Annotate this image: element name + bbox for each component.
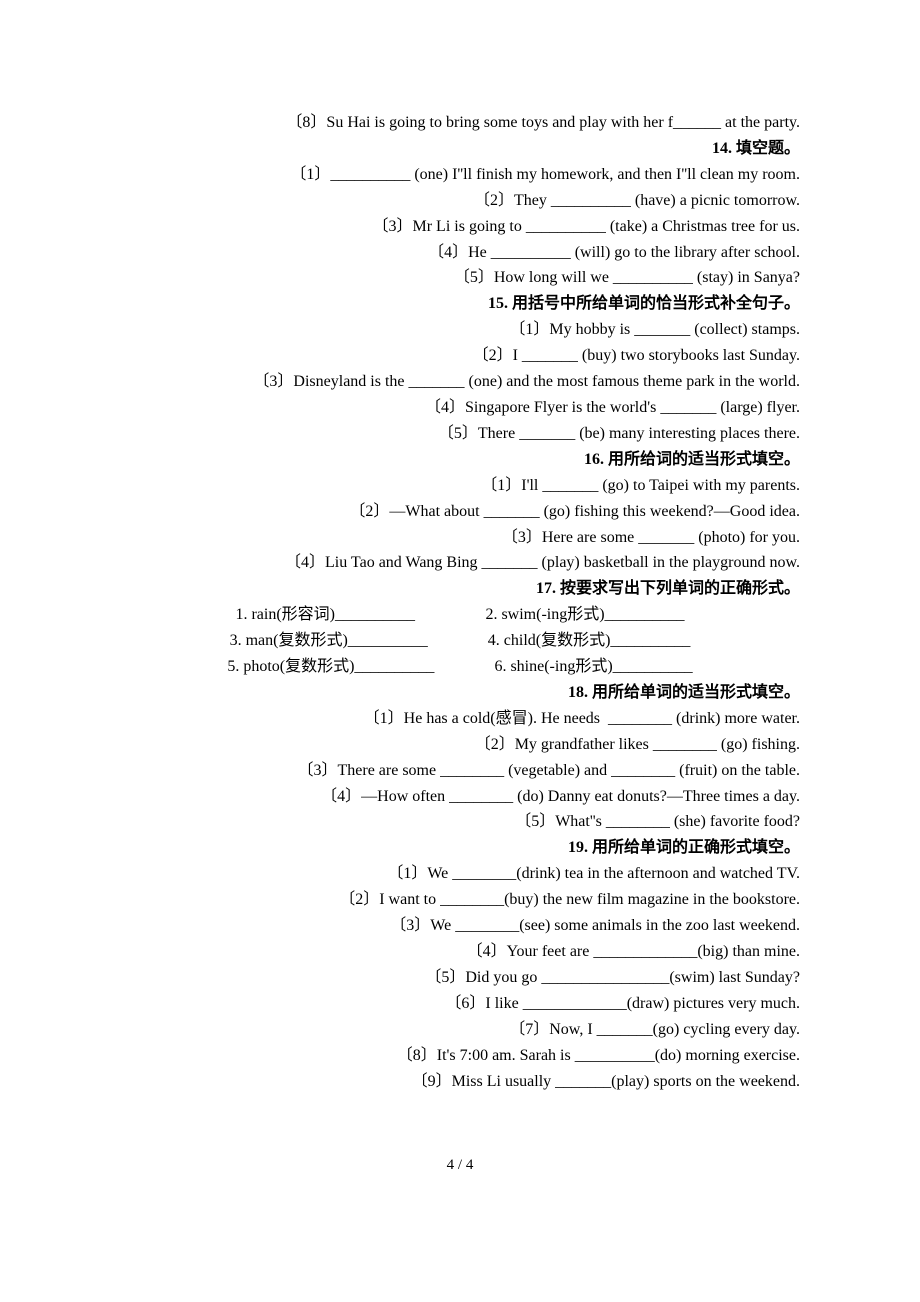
section-heading: 16. 用所给词的适当形式填空。 — [120, 447, 800, 473]
text-line: 〔2〕I _______ (buy) two storybooks last S… — [120, 343, 800, 369]
text-line: 〔4〕Liu Tao and Wang Bing _______ (play) … — [120, 550, 800, 576]
text-line: 〔4〕—How often ________ (do) Danny eat do… — [120, 784, 800, 810]
word-form-left: 1. rain(形容词)__________ — [235, 602, 425, 628]
text-line: 〔8〕It's 7:00 am. Sarah is __________(do)… — [120, 1043, 800, 1069]
text-line: 〔2〕—What about _______ (go) fishing this… — [120, 499, 800, 525]
section-heading: 19. 用所给单词的正确形式填空。 — [120, 835, 800, 861]
word-form-right: 4. child(复数形式)__________ — [488, 628, 691, 654]
text-line: 〔8〕Su Hai is going to bring some toys an… — [120, 110, 800, 136]
word-form-right: 6. shine(-ing形式)__________ — [494, 654, 692, 680]
word-form-right: 2. swim(-ing形式)__________ — [485, 602, 684, 628]
text-line: 〔1〕He has a cold(感冒). He needs ________ … — [120, 706, 800, 732]
text-line: 〔1〕My hobby is _______ (collect) stamps. — [120, 317, 800, 343]
text-line: 〔3〕There are some ________ (vegetable) a… — [120, 758, 800, 784]
text-line: 〔4〕Your feet are _____________(big) than… — [120, 939, 800, 965]
text-line: 〔2〕I want to ________(buy) the new film … — [120, 887, 800, 913]
word-form-left: 5. photo(复数形式)__________ — [227, 654, 434, 680]
text-line: 〔1〕__________ (one) I''ll finish my home… — [120, 162, 800, 188]
text-line: 〔9〕Miss Li usually _______(play) sports … — [120, 1069, 800, 1095]
section-heading: 18. 用所给单词的适当形式填空。 — [120, 680, 800, 706]
text-line: 〔4〕Singapore Flyer is the world's ______… — [120, 395, 800, 421]
text-line: 〔3〕Disneyland is the _______ (one) and t… — [120, 369, 800, 395]
text-line: 〔2〕They __________ (have) a picnic tomor… — [120, 188, 800, 214]
word-form-row: 3. man(复数形式)__________ 4. child(复数形式)____… — [120, 628, 800, 654]
text-line: 〔5〕What''s ________ (she) favorite food? — [120, 809, 800, 835]
text-line: 〔6〕I like _____________(draw) pictures v… — [120, 991, 800, 1017]
word-form-row: 1. rain(形容词)__________ 2. swim(-ing形式)___… — [120, 602, 800, 628]
text-line: 〔2〕My grandfather likes ________ (go) fi… — [120, 732, 800, 758]
text-line: 〔1〕I'll _______ (go) to Taipei with my p… — [120, 473, 800, 499]
section-heading: 15. 用括号中所给单词的恰当形式补全句子。 — [120, 291, 800, 317]
section-heading: 17. 按要求写出下列单词的正确形式。 — [120, 576, 800, 602]
text-line: 〔7〕Now, I _______(go) cycling every day. — [120, 1017, 800, 1043]
text-line: 〔5〕Did you go ________________(swim) las… — [120, 965, 800, 991]
section-heading: 14. 填空题。 — [120, 136, 800, 162]
text-line: 〔4〕He __________ (will) go to the librar… — [120, 240, 800, 266]
text-line: 〔3〕Here are some _______ (photo) for you… — [120, 525, 800, 551]
word-form-row: 5. photo(复数形式)__________ 6. shine(-ing形式)… — [120, 654, 800, 680]
word-form-left: 3. man(复数形式)__________ — [230, 628, 428, 654]
text-line: 〔1〕We ________(drink) tea in the afterno… — [120, 861, 800, 887]
text-line: 〔5〕There _______ (be) many interesting p… — [120, 421, 800, 447]
text-line: 〔5〕How long will we __________ (stay) in… — [120, 265, 800, 291]
text-line: 〔3〕Mr Li is going to __________ (take) a… — [120, 214, 800, 240]
page-number: 4 / 4 — [0, 1157, 920, 1174]
document-body: 〔8〕Su Hai is going to bring some toys an… — [120, 110, 800, 1094]
text-line: 〔3〕We ________(see) some animals in the … — [120, 913, 800, 939]
page: 〔8〕Su Hai is going to bring some toys an… — [0, 0, 920, 1302]
